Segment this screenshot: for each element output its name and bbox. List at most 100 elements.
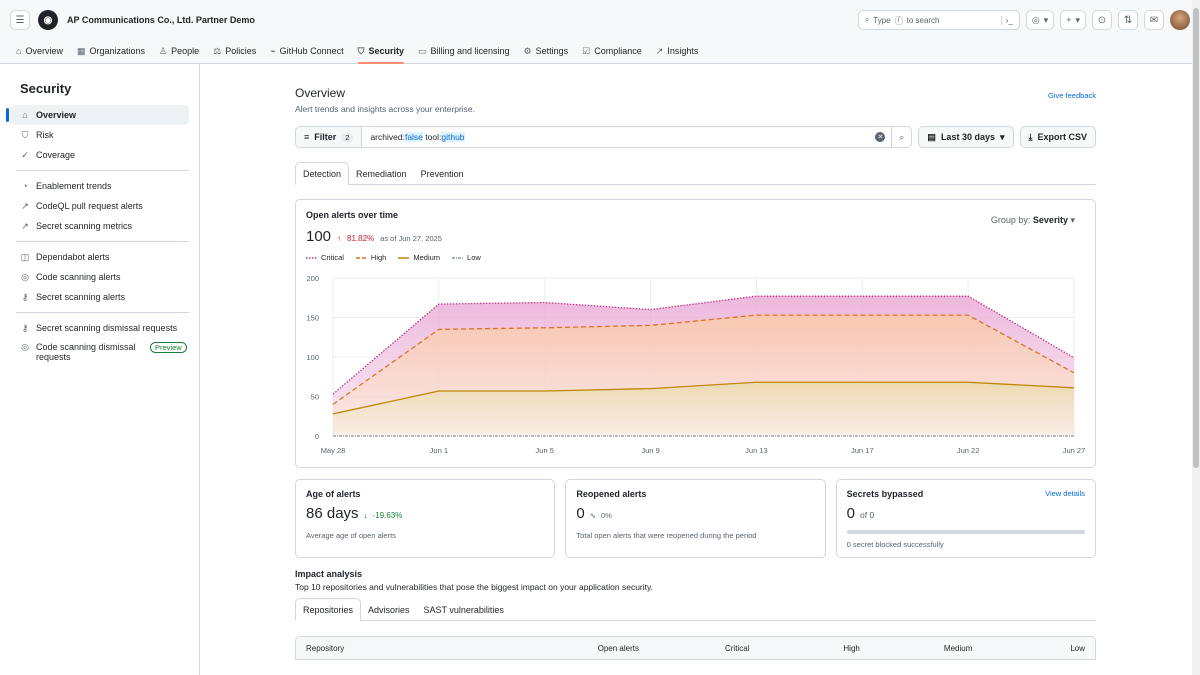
legend-item[interactable]: Critical xyxy=(306,253,344,262)
nav-label: Overview xyxy=(25,46,63,56)
legend-item[interactable]: High xyxy=(355,253,387,262)
view-details-link[interactable]: View details xyxy=(1045,489,1085,498)
scrollbar-thumb[interactable] xyxy=(1193,8,1199,468)
give-feedback-link[interactable]: Give feedback xyxy=(1048,91,1096,100)
pull-requests-icon[interactable]: ⇅ xyxy=(1118,10,1138,30)
export-csv-button[interactable]: ⤓ Export CSV xyxy=(1019,126,1096,148)
nav-insights[interactable]: ↗ Insights xyxy=(656,40,699,62)
nav-compliance[interactable]: ☑ Compliance xyxy=(582,40,642,62)
create-new-button[interactable]: + ▾ xyxy=(1060,10,1086,30)
sidebar-item-label: Secret scanning dismissal requests xyxy=(36,323,178,333)
column-header[interactable]: Repository xyxy=(306,643,345,653)
nav-security[interactable]: ⛉ Security xyxy=(357,40,405,64)
query-value: false xyxy=(404,132,423,142)
inbox-icon[interactable]: ✉ xyxy=(1144,10,1164,30)
nav-github-connect[interactable]: ⌁ GitHub Connect xyxy=(270,40,343,62)
column-header[interactable]: Critical xyxy=(724,643,750,653)
group-by-label: Group by: xyxy=(990,215,1031,225)
line-critical xyxy=(332,295,1075,395)
command-palette-icon[interactable]: ›_ xyxy=(1000,15,1013,25)
trend-up-icon: ↑ xyxy=(337,234,342,243)
user-avatar[interactable] xyxy=(1170,10,1190,30)
page-title: Overview xyxy=(295,86,346,100)
page-scrollbar[interactable] xyxy=(1192,0,1200,675)
sidebar-item-enablement-trends[interactable]: ◔ Enablement trends xyxy=(10,176,189,196)
search-input[interactable]: ⌕ Type / to search ›_ xyxy=(857,10,1020,30)
legend-item[interactable]: Low xyxy=(452,253,481,262)
nav-overview[interactable]: ⌂ Overview xyxy=(16,40,63,62)
impact-table-header: Repository Open alerts Critical High Med… xyxy=(295,636,1096,660)
download-icon: ⤓ xyxy=(1028,131,1033,142)
sidebar-item-secret-dismissal-requests[interactable]: ⚷ Secret scanning dismissal requests xyxy=(10,318,189,338)
legend-label: Medium xyxy=(413,253,441,262)
date-range-label: Last 30 days xyxy=(940,132,995,142)
security-sidebar: Security ⌂ Overview ⛉ Risk ✓ Coverage ◔ Enab… xyxy=(0,64,200,675)
issues-icon[interactable]: ⊙ xyxy=(1092,10,1112,30)
enterprise-title[interactable]: AP Communications Co., Ltd. Partner Demo xyxy=(67,15,255,25)
date-range-button[interactable]: ▤ Last 30 days ▾ xyxy=(918,126,1014,148)
nav-billing[interactable]: ▭ Billing and licensing xyxy=(418,40,510,62)
sidebar-item-risk[interactable]: ⛉ Risk xyxy=(10,125,189,145)
filter-button[interactable]: ≡ Filter 2 xyxy=(296,127,363,147)
open-alerts-chart: 0 50 100 150 200 May 28 Jun 1 Jun 5 Jun 9 Jun 13 J… xyxy=(306,274,1085,455)
tab-remediation[interactable]: Remediation xyxy=(356,168,407,179)
sidebar-item-dependabot-alerts[interactable]: ◫ Dependabot alerts xyxy=(10,247,189,267)
pulse-icon: ∿ xyxy=(589,511,596,520)
column-header[interactable]: Open alerts xyxy=(597,643,639,653)
sidebar-title: Security xyxy=(20,81,72,96)
sidebar-item-secret-scanning-alerts[interactable]: ⚷ Secret scanning alerts xyxy=(10,287,189,307)
nav-people[interactable]: ♙ People xyxy=(159,40,199,62)
preview-badge: Preview xyxy=(150,342,187,353)
card-title: Secrets bypassed xyxy=(846,489,924,499)
main-content: Overview Alert trends and insights acros… xyxy=(200,64,1200,675)
clear-filter-icon[interactable]: ✕ xyxy=(875,132,886,142)
nav-label: Settings xyxy=(535,46,569,56)
sidebar-item-codeql-pr-alerts[interactable]: ↗ CodeQL pull request alerts xyxy=(10,196,189,216)
x-tick-label: Jun 13 xyxy=(745,446,768,455)
sidebar-item-overview[interactable]: ⌂ Overview xyxy=(6,105,189,125)
shield-check-icon: ✓ xyxy=(21,149,29,160)
column-header[interactable]: Low xyxy=(1070,643,1085,653)
sidebar-item-code-dismissal-requests[interactable]: ◎ Code scanning dismissal requests Preview xyxy=(10,338,189,368)
menu-icon[interactable]: ☰ xyxy=(10,10,30,30)
sidebar-item-label: CodeQL pull request alerts xyxy=(36,201,143,211)
filter-query-input[interactable]: archived:false tool:github xyxy=(370,132,875,142)
tab-repositories[interactable]: Repositories xyxy=(295,598,362,621)
nav-label: Policies xyxy=(225,46,257,56)
tab-sast[interactable]: SAST vulnerabilities xyxy=(423,604,504,615)
y-tick-label: 100 xyxy=(306,353,319,362)
area-medium xyxy=(333,382,1074,436)
column-header[interactable]: Medium xyxy=(943,643,973,653)
graph-icon: ↗ xyxy=(21,220,29,231)
search-icon[interactable]: ⌕ xyxy=(891,127,911,147)
credit-card-icon: ▭ xyxy=(417,45,427,56)
sidebar-item-label: Enablement trends xyxy=(36,181,112,191)
copilot-button[interactable]: ◎ ▾ xyxy=(1025,10,1055,30)
column-header[interactable]: High xyxy=(843,643,860,653)
impact-tabs: Repositories Advisories SAST vulnerabili… xyxy=(295,598,1096,621)
nav-settings[interactable]: ⚙ Settings xyxy=(524,40,569,62)
tab-detection[interactable]: Detection xyxy=(295,162,350,185)
nav-organizations[interactable]: ▦ Organizations xyxy=(77,40,145,62)
sidebar-item-code-scanning-alerts[interactable]: ◎ Code scanning alerts xyxy=(10,267,189,287)
tab-advisories[interactable]: Advisories xyxy=(368,604,410,615)
chart-legend: Critical High Medium Low xyxy=(306,253,1085,262)
chevron-down-icon: ▾ xyxy=(1070,215,1075,225)
tab-prevention[interactable]: Prevention xyxy=(420,168,464,179)
legend-swatch-medium xyxy=(398,256,410,259)
group-by-dropdown[interactable]: Group by: Severity ▾ xyxy=(991,215,1075,226)
group-by-value: Severity xyxy=(1032,215,1068,225)
chevron-down-icon: ▾ xyxy=(1075,14,1080,25)
legend-item[interactable]: Medium xyxy=(398,253,440,262)
sidebar-item-secret-scanning-metrics[interactable]: ↗ Secret scanning metrics xyxy=(10,216,189,236)
graph-icon: ↗ xyxy=(655,45,664,56)
sidebar-item-label: Secret scanning metrics xyxy=(36,221,133,231)
card-title: Reopened alerts xyxy=(576,489,647,499)
sidebar-divider xyxy=(16,241,189,242)
age-of-alerts-card: Age of alerts 86 days ↓ -19.63% Average … xyxy=(295,479,556,558)
legend-label: High xyxy=(370,253,387,262)
nav-policies[interactable]: ⚖ Policies xyxy=(213,40,256,62)
legend-swatch-critical xyxy=(306,256,317,259)
github-logo-icon[interactable]: ◉ xyxy=(38,10,58,30)
sidebar-item-coverage[interactable]: ✓ Coverage xyxy=(10,145,189,165)
